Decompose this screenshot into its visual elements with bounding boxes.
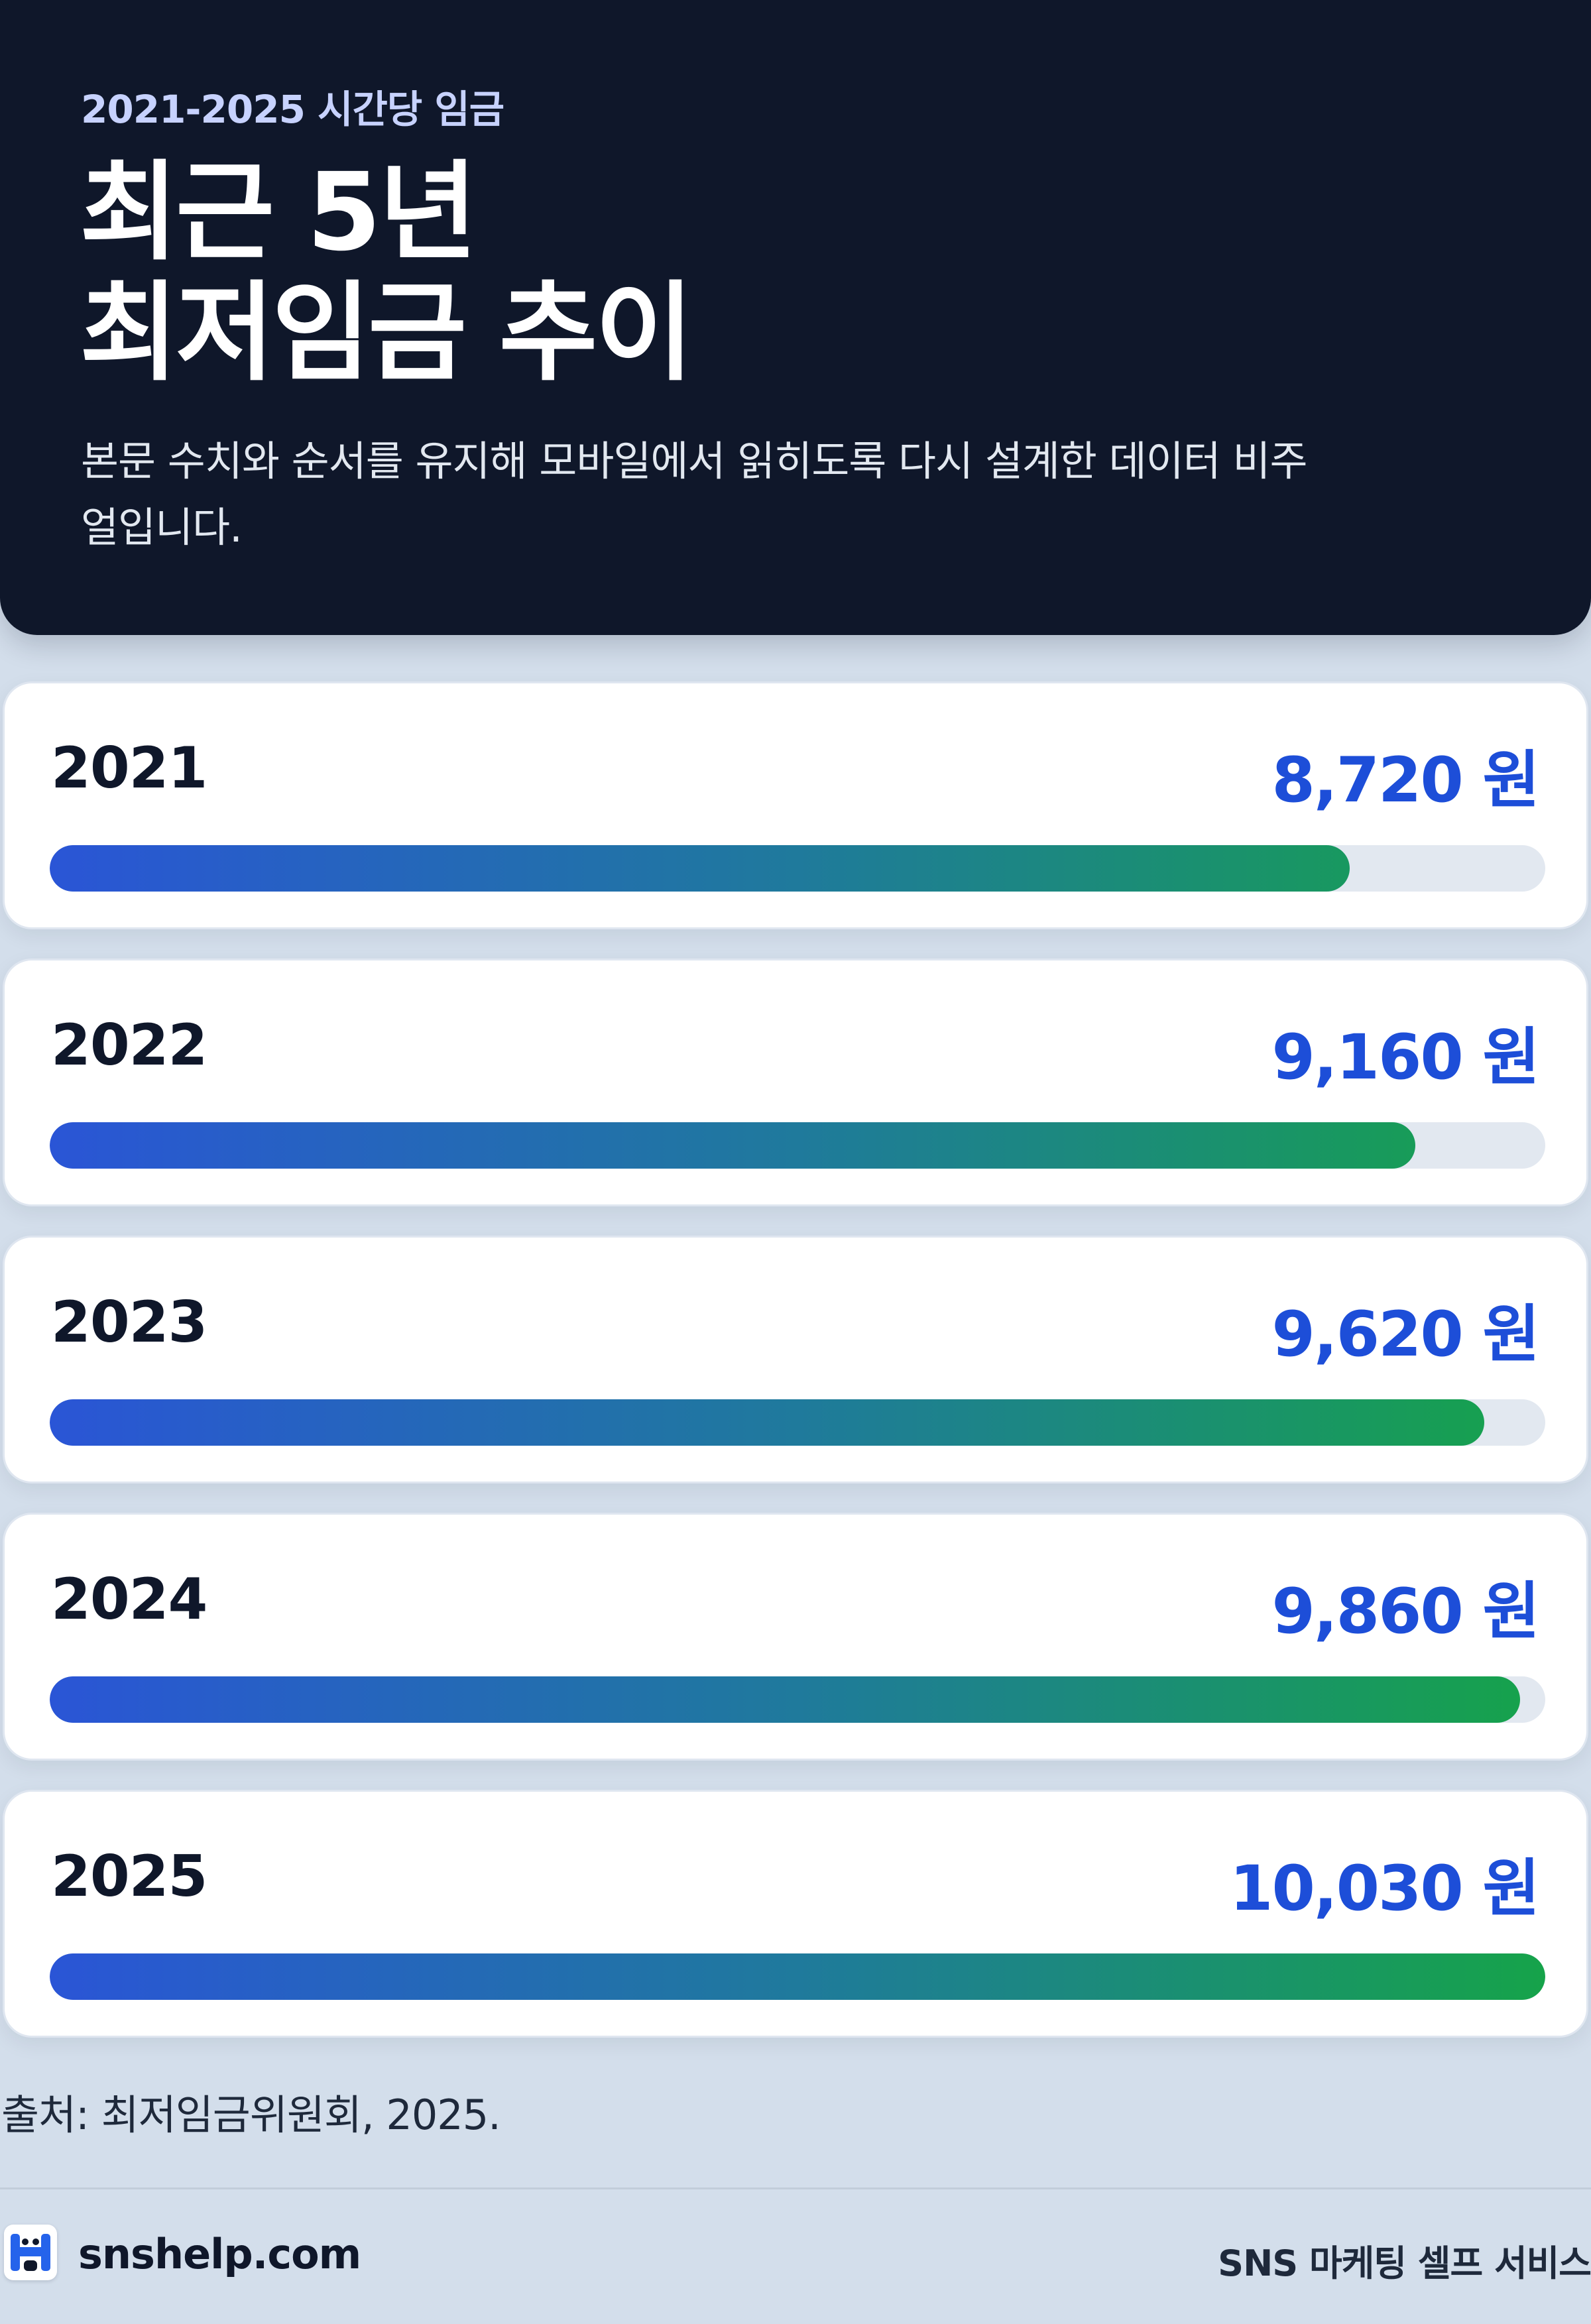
title-line-1: 최근 5년 — [80, 150, 477, 275]
bar-card-2023: 2023 9,620 원 — [3, 1236, 1588, 1483]
mascot-logo-icon — [4, 2225, 57, 2280]
bar-track-2025 — [50, 1953, 1545, 2000]
bar-card-2021: 2021 8,720 원 — [3, 681, 1588, 929]
bar-label-2023: 2023 — [51, 1289, 207, 1356]
footer-tagline: SNS 마케팅 셀프 서비스 — [1218, 2242, 1591, 2284]
page-title: 최근 5년 최저임금 추이 — [80, 150, 694, 396]
header-kicker: 2021-2025 시간당 임금 — [81, 87, 504, 132]
bar-track-2022 — [50, 1122, 1545, 1169]
bar-track-2023 — [50, 1399, 1545, 1446]
brand-link[interactable]: snshelp.com — [78, 2230, 361, 2278]
bar-track-2024 — [50, 1676, 1545, 1723]
data-label-2025: 10,030 원 — [1230, 1853, 1540, 1925]
bar-label-2025: 2025 — [51, 1843, 207, 1910]
bar-2022 — [50, 1122, 1415, 1169]
header-panel: 2021-2025 시간당 임금 최근 5년 최저임금 추이 본문 수치와 순서… — [0, 0, 1591, 635]
title-line-2: 최저임금 추이 — [80, 271, 694, 396]
bar-2024 — [50, 1676, 1520, 1723]
data-label-2021: 8,720 원 — [1271, 744, 1540, 817]
bar-card-2022: 2022 9,160 원 — [3, 959, 1588, 1206]
bar-2023 — [50, 1399, 1484, 1446]
bar-card-2024: 2024 9,860 원 — [3, 1513, 1588, 1761]
header-description: 본문 수치와 순서를 유지해 모바일에서 읽히도록 다시 설계한 데이터 비주얼… — [81, 437, 1308, 552]
bar-track-2021 — [50, 845, 1545, 892]
bar-label-2021: 2021 — [51, 735, 207, 801]
data-label-2022: 9,160 원 — [1271, 1021, 1540, 1094]
bar-2021 — [50, 845, 1350, 892]
footer-divider — [0, 2187, 1591, 2189]
bar-2025 — [50, 1953, 1545, 2000]
bar-card-2025: 2025 10,030 원 — [3, 1790, 1588, 2038]
data-label-2024: 9,860 원 — [1271, 1576, 1540, 1648]
bar-label-2024: 2024 — [51, 1566, 207, 1633]
source-note: 출처: 최저임금위원회, 2025. — [1, 2091, 501, 2139]
bar-label-2022: 2022 — [51, 1012, 207, 1078]
data-label-2023: 9,620 원 — [1271, 1299, 1540, 1371]
